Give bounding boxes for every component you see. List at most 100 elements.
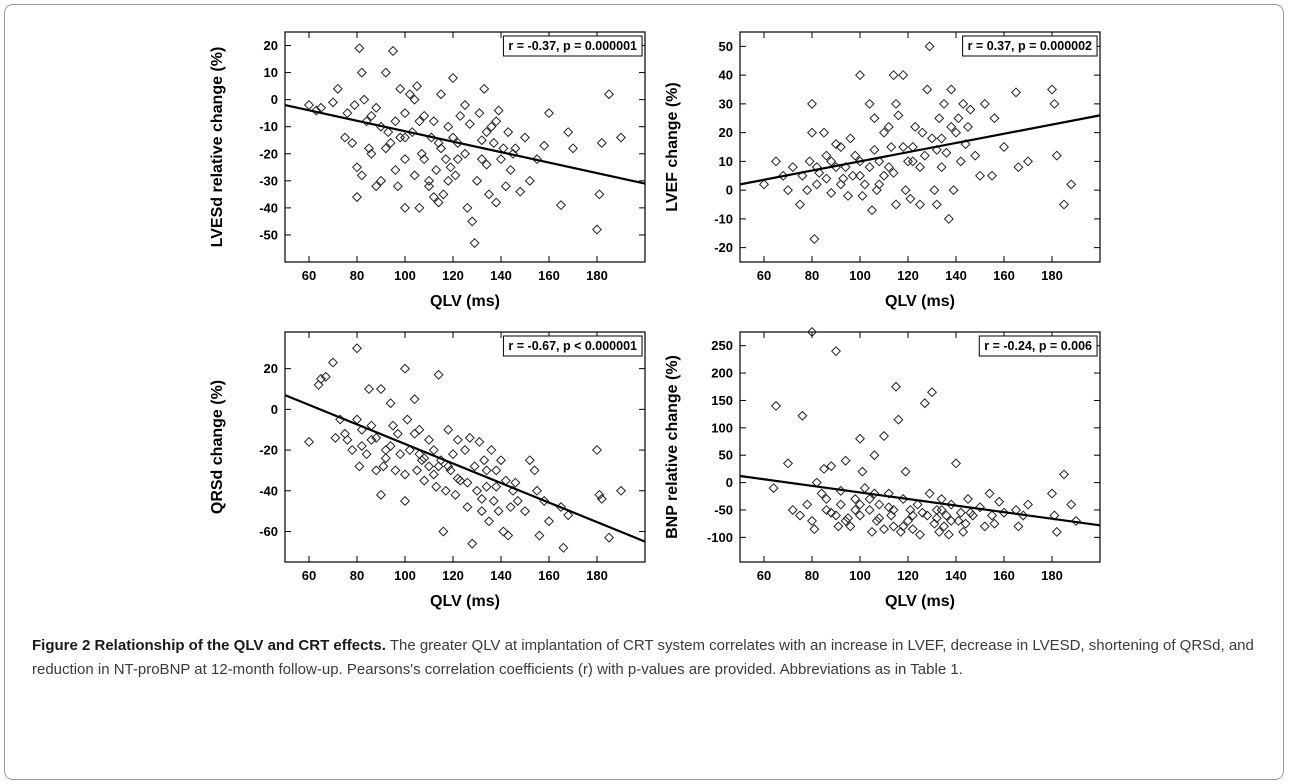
y-tick-label: 10 bbox=[719, 154, 733, 169]
data-point bbox=[854, 70, 866, 81]
data-point bbox=[907, 524, 918, 535]
data-point bbox=[474, 436, 485, 447]
data-point bbox=[354, 43, 365, 54]
data-point bbox=[998, 141, 1010, 153]
correlation-annotation: r = -0.37, p = 0.000001 bbox=[508, 39, 637, 53]
data-point bbox=[874, 499, 885, 510]
data-point bbox=[462, 477, 473, 488]
data-point bbox=[994, 496, 1005, 507]
data-point bbox=[359, 94, 370, 105]
y-tick-label: 150 bbox=[711, 393, 733, 408]
data-point bbox=[842, 190, 854, 201]
data-point bbox=[816, 488, 827, 499]
data-point bbox=[459, 445, 471, 456]
y-tick-label: 0 bbox=[271, 92, 278, 107]
data-point bbox=[351, 192, 363, 203]
data-point bbox=[938, 98, 950, 109]
annotation-box bbox=[502, 35, 643, 57]
data-point bbox=[416, 455, 427, 466]
data-point bbox=[503, 127, 514, 138]
data-point bbox=[419, 475, 430, 486]
data-point bbox=[835, 141, 846, 153]
x-tick-label: 60 bbox=[757, 568, 771, 583]
data-point bbox=[970, 150, 981, 161]
data-point bbox=[330, 432, 341, 443]
data-point bbox=[888, 521, 899, 532]
data-point bbox=[1051, 526, 1062, 537]
data-point bbox=[864, 494, 875, 505]
data-point bbox=[414, 116, 425, 127]
data-point bbox=[409, 428, 420, 439]
data-point bbox=[462, 202, 473, 213]
data-point bbox=[905, 504, 916, 515]
data-point bbox=[941, 510, 952, 521]
data-point bbox=[399, 132, 411, 143]
data-point bbox=[869, 113, 880, 124]
data-point bbox=[371, 181, 382, 192]
data-point bbox=[423, 434, 435, 445]
data-point bbox=[806, 326, 818, 338]
data-point bbox=[802, 185, 813, 196]
data-point bbox=[347, 137, 358, 148]
data-point bbox=[936, 494, 947, 505]
data-point bbox=[1058, 199, 1070, 210]
data-point bbox=[356, 440, 367, 451]
y-tick-label: -20 bbox=[259, 443, 278, 458]
data-point bbox=[594, 489, 605, 500]
data-point bbox=[888, 167, 899, 178]
data-point bbox=[423, 175, 435, 186]
data-point bbox=[390, 164, 401, 176]
data-point bbox=[447, 72, 459, 84]
data-point bbox=[327, 97, 339, 108]
data-point bbox=[878, 127, 890, 138]
data-point bbox=[385, 440, 396, 451]
data-point bbox=[1058, 469, 1070, 480]
annotation-box bbox=[978, 335, 1098, 357]
data-point bbox=[826, 461, 837, 472]
data-point bbox=[797, 410, 808, 421]
data-point bbox=[423, 181, 435, 192]
data-point bbox=[479, 455, 490, 466]
figure-caption: Figure 2 Relationship of the QLV and CRT… bbox=[32, 634, 1264, 681]
data-point bbox=[395, 132, 406, 143]
data-point bbox=[953, 113, 964, 124]
data-point bbox=[414, 424, 425, 435]
data-point bbox=[524, 455, 535, 466]
plot-frame bbox=[284, 331, 646, 563]
data-point bbox=[902, 515, 914, 526]
data-point bbox=[399, 495, 411, 506]
data-point bbox=[936, 504, 947, 515]
data-point bbox=[371, 102, 382, 113]
data-point bbox=[1022, 499, 1034, 510]
data-point bbox=[931, 144, 942, 155]
y-tick-label: -50 bbox=[714, 502, 733, 517]
plot-frame bbox=[739, 31, 1101, 263]
data-point bbox=[543, 108, 555, 119]
data-point bbox=[917, 507, 928, 518]
data-point bbox=[380, 143, 391, 154]
data-point bbox=[342, 434, 353, 445]
data-point bbox=[327, 357, 339, 368]
data-point bbox=[917, 127, 928, 138]
y-tick-label: -50 bbox=[259, 227, 278, 242]
data-point bbox=[806, 127, 818, 138]
data-point bbox=[351, 343, 363, 354]
data-point bbox=[366, 148, 377, 159]
data-point bbox=[481, 159, 492, 170]
data-point bbox=[847, 170, 858, 181]
data-point bbox=[886, 141, 897, 153]
data-point bbox=[519, 132, 531, 143]
data-point bbox=[929, 185, 940, 196]
data-point bbox=[914, 199, 926, 210]
data-point bbox=[946, 515, 957, 526]
data-point bbox=[1066, 179, 1077, 190]
data-point bbox=[486, 121, 497, 132]
data-point bbox=[811, 162, 822, 173]
data-point bbox=[313, 379, 324, 390]
data-point bbox=[493, 506, 504, 517]
data-point bbox=[443, 121, 454, 132]
y-tick-label: 200 bbox=[711, 366, 733, 381]
data-point bbox=[890, 199, 902, 210]
data-point bbox=[986, 510, 998, 521]
